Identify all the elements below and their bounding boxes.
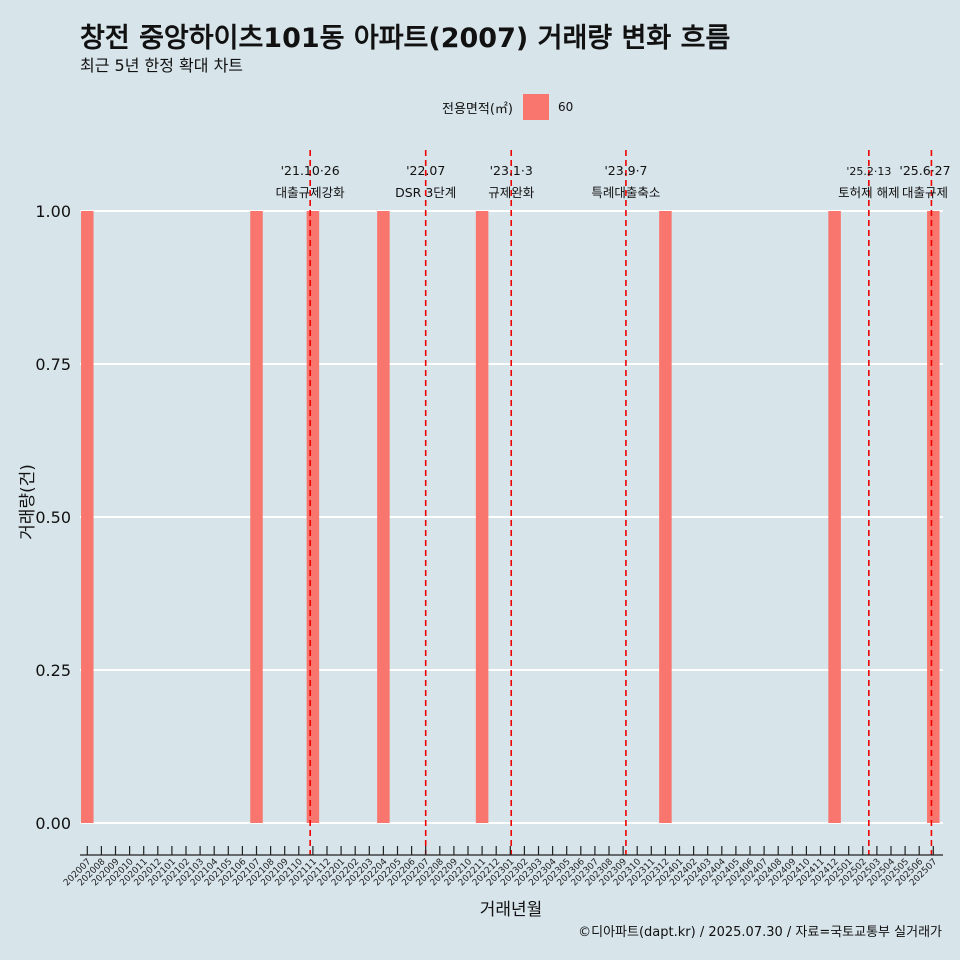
event-date-label: '23.1·3 bbox=[490, 163, 533, 178]
bar bbox=[81, 211, 94, 823]
y-tick-label: 0.50 bbox=[35, 508, 71, 527]
legend-title: 전용면적(㎡) bbox=[442, 101, 513, 117]
event-date-label: '23.9·7 bbox=[604, 163, 647, 178]
chart-title: 창전 중앙하이츠101동 아파트(2007) 거래량 변화 흐름 bbox=[80, 23, 731, 54]
y-tick-label: 0.25 bbox=[35, 661, 71, 680]
y-tick-label: 0.00 bbox=[35, 814, 71, 833]
bar bbox=[250, 211, 263, 823]
event-desc-label: DSR 3단계 bbox=[395, 185, 456, 200]
event-date-label: '25.2·13 bbox=[846, 165, 891, 178]
bar bbox=[927, 211, 940, 823]
chart-subtitle: 최근 5년 한정 확대 차트 bbox=[80, 56, 244, 75]
bar bbox=[828, 211, 841, 823]
bar bbox=[306, 211, 320, 823]
legend: 전용면적(㎡) 60 bbox=[442, 94, 573, 120]
y-tick-label: 0.75 bbox=[35, 355, 71, 374]
event-desc-label: 토허제 해제 bbox=[838, 185, 899, 200]
event-date-label: '25.6·27 bbox=[899, 163, 950, 178]
x-axis-title: 거래년월 bbox=[480, 900, 543, 920]
y-tick-label: 1.00 bbox=[35, 202, 71, 221]
legend-swatch bbox=[522, 94, 549, 120]
event-desc-label: 대출규제강화 bbox=[276, 185, 346, 200]
event-desc-label: 특례대출축소 bbox=[591, 185, 660, 200]
source-caption: ©디아파트(dapt.kr) / 2025.07.30 / 자료=국토교통부 실… bbox=[578, 925, 942, 940]
bar bbox=[475, 211, 489, 823]
legend-label: 60 bbox=[557, 100, 574, 114]
event-date-label: '21.10·26 bbox=[281, 163, 340, 178]
bar bbox=[377, 211, 390, 823]
event-desc-label: 규제완화 bbox=[488, 185, 535, 200]
y-axis-title: 거래량(건) bbox=[18, 464, 38, 540]
event-date-label: '22.07 bbox=[406, 163, 445, 178]
bar bbox=[659, 211, 672, 823]
event-desc-label: 대출규제 bbox=[902, 185, 948, 200]
